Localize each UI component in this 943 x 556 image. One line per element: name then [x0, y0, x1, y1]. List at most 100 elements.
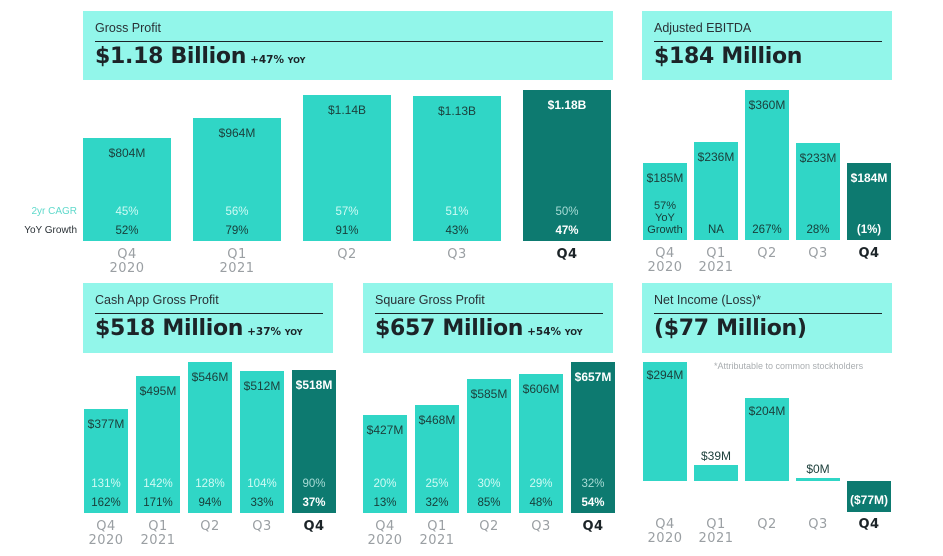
yoy-value: 91% — [335, 225, 359, 237]
yoy-value: 47% — [555, 225, 579, 237]
cagr-value: 29% — [529, 478, 553, 490]
value-label: $39M — [700, 449, 732, 464]
x-tick-label: Q2 — [745, 247, 789, 261]
quarter-label: Q1 — [227, 247, 247, 262]
x-tick-label: Q4 — [847, 518, 891, 532]
bar-q1-2021 — [415, 405, 459, 513]
bar-q4-2020 — [83, 138, 171, 241]
bar-q4-2020 — [84, 408, 128, 513]
yoy-pct: +47% — [250, 54, 284, 66]
x-tick-label: Q4 — [847, 247, 891, 261]
bar-q1-2021 — [694, 141, 738, 240]
ebitda-panel: Adjusted EBITDA $184 Million — [642, 11, 892, 80]
value-label: $294M — [646, 368, 684, 382]
value-label: $606M — [522, 381, 560, 396]
x-tick-label: Q3 — [796, 247, 840, 261]
value-label: $1.14B — [327, 103, 367, 118]
value-label: $360M — [748, 98, 786, 112]
value-label: $1.13B — [437, 104, 477, 119]
headline-amount: $518 Million — [95, 316, 244, 341]
cagr-row-label: 2yr CAGR — [31, 206, 77, 217]
bar-q2 — [467, 378, 511, 513]
cagr-value: 50% — [555, 206, 579, 218]
year-label: 2020 — [88, 533, 124, 548]
x-tick-label: Q4 2020 — [83, 248, 171, 276]
yoy-change: +37% YOY — [247, 326, 302, 338]
value-label: $518M — [295, 377, 333, 392]
x-tick-label: Q2 — [467, 520, 511, 534]
yoy-word: YOY — [287, 56, 306, 65]
quarter-label: Q3 — [808, 517, 828, 532]
bar-q4 — [847, 481, 891, 512]
x-tick-label: Q4 — [523, 248, 611, 262]
value-label: $377M — [87, 416, 125, 431]
x-tick-label: Q4 2020 — [363, 520, 407, 548]
yoy-label: YoY — [655, 212, 675, 224]
title-divider — [95, 41, 603, 42]
year-label: 2021 — [698, 260, 734, 275]
yoy-value: 13% — [373, 497, 397, 509]
yoy-value: 79% — [225, 225, 249, 237]
quarter-label: Q4 — [858, 517, 880, 532]
footnote: *Attributable to common stockholders — [714, 361, 864, 371]
quarter-label: Q3 — [447, 247, 467, 262]
value-label: $1.18B — [547, 98, 587, 112]
value-label: ($77M) — [849, 493, 888, 507]
yoy-word: YOY — [564, 328, 583, 337]
x-tick-label: Q3 — [519, 520, 563, 534]
quarter-label: Q2 — [200, 519, 220, 534]
bar-q4 — [523, 90, 611, 241]
cagr-value: 45% — [115, 206, 139, 218]
headline-value: ($77 Million) — [654, 316, 807, 341]
x-tick-label: Q2 — [303, 248, 391, 262]
bar-q4 — [292, 369, 336, 513]
title-divider — [375, 313, 603, 314]
yoy-change: +54% YOY — [527, 326, 582, 338]
yoy-value: 43% — [445, 225, 469, 237]
value-label: $427M — [366, 422, 404, 437]
year-label: 2021 — [140, 533, 176, 548]
bar-q2 — [745, 90, 789, 240]
cagr-value: 20% — [373, 478, 397, 490]
gross-profit-panel: Gross Profit $1.18 Billion +47% YOY 2yr C… — [0, 0, 620, 280]
x-tick-label: Q1 2021 — [193, 248, 281, 276]
x-tick-label: Q3 — [796, 518, 840, 532]
x-tick-label: Q2 — [745, 518, 789, 532]
value-label: $204M — [748, 404, 786, 419]
value-label: $657M — [574, 370, 612, 384]
value-label: $512M — [243, 379, 281, 394]
panel-title: Gross Profit — [95, 21, 161, 35]
yoy-value: 52% — [115, 225, 139, 237]
x-tick-label: Q4 2020 — [643, 247, 687, 275]
cash-app-header: Cash App Gross Profit $518 Million +37% Y… — [83, 283, 333, 353]
title-divider — [95, 313, 323, 314]
quarter-label: Q4 — [375, 519, 395, 534]
headline-value: $1.18 Billion +47% YOY — [95, 44, 305, 69]
net-income-header: Net Income (Loss)* ($77 Million) — [642, 283, 892, 353]
cagr-value: 25% — [425, 478, 449, 490]
value-label: $468M — [418, 413, 456, 428]
yoy-value: 48% — [529, 497, 553, 509]
bar-q3 — [796, 478, 840, 481]
cagr-value: 142% — [143, 478, 173, 490]
cagr-value: 131% — [91, 478, 121, 490]
bar-q2 — [745, 398, 789, 481]
bar-q4-2020 — [643, 162, 687, 240]
yoy-pct: +37% — [247, 326, 282, 338]
yoy-value: 85% — [477, 497, 501, 509]
x-tick-label: Q2 — [188, 520, 232, 534]
yoy-growth-note: 57% YoY Growth — [643, 200, 687, 236]
square-header: Square Gross Profit $657 Million +54% YOY — [363, 283, 613, 353]
x-tick-label: Q3 — [240, 520, 284, 534]
growth-label: Growth — [647, 224, 683, 236]
bar-q4 — [571, 362, 615, 513]
year-label: 2020 — [647, 260, 683, 275]
bar-q4 — [847, 163, 891, 240]
x-tick-label: Q3 — [413, 248, 501, 262]
quarter-label: Q4 — [582, 519, 604, 534]
title-divider — [654, 313, 882, 314]
yoy-pct: +54% — [527, 326, 562, 338]
panel-title: Square Gross Profit — [375, 293, 485, 307]
